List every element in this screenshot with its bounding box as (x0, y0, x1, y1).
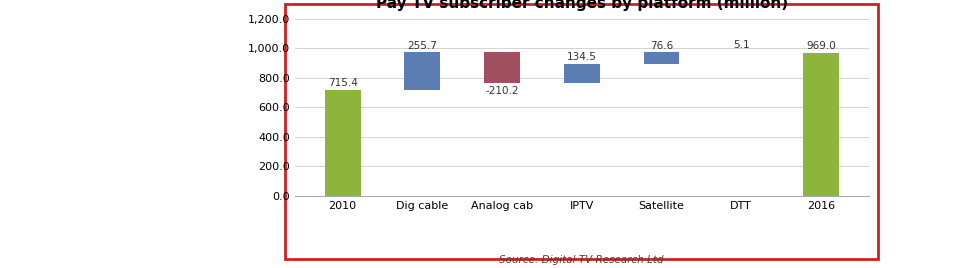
Text: 969.0: 969.0 (806, 41, 836, 51)
Bar (564, 64, 600, 84)
Bar (404, 53, 441, 90)
Bar (324, 90, 361, 196)
Text: Source: Digital TV Research Ltd: Source: Digital TV Research Ltd (499, 255, 664, 265)
Title: Pay TV subscriber changes by platform (million): Pay TV subscriber changes by platform (m… (375, 0, 788, 11)
Bar (803, 53, 839, 196)
Bar (484, 53, 520, 84)
Text: 255.7: 255.7 (407, 41, 437, 51)
Text: -210.2: -210.2 (485, 86, 518, 96)
Text: 134.5: 134.5 (566, 52, 597, 62)
Text: 76.6: 76.6 (650, 40, 673, 51)
Text: 715.4: 715.4 (327, 79, 357, 88)
Bar (643, 52, 680, 64)
Text: 5.1: 5.1 (732, 40, 750, 50)
